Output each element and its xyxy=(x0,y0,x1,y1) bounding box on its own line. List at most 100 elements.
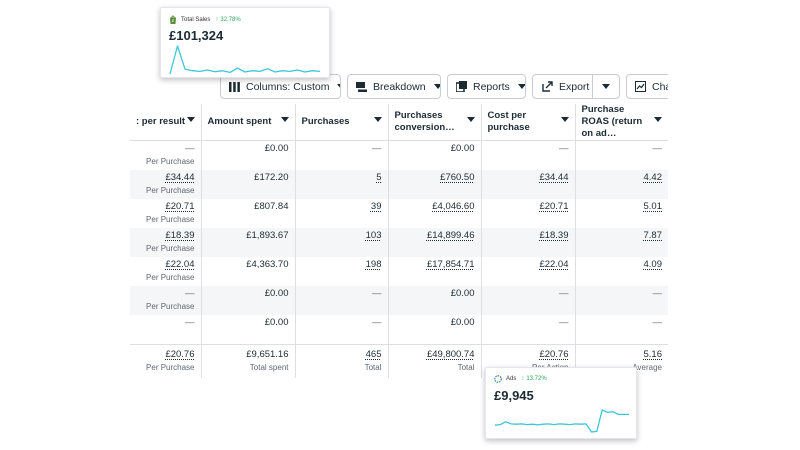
total-sales-sparkline xyxy=(169,45,321,75)
cell-conversion-value: £760.50 xyxy=(388,170,482,199)
line-chart-icon xyxy=(635,81,646,93)
ads-label: Ads xyxy=(506,376,517,382)
table-row: £34.44 Per Purchase £172.20 5 £760.50 £34… xyxy=(130,170,668,199)
breakdown-icon xyxy=(356,81,367,93)
reports-icon xyxy=(456,81,467,93)
chevron-down-icon xyxy=(433,84,440,89)
sort-caret-icon xyxy=(373,117,382,122)
cell-purchases: — xyxy=(295,140,389,170)
table-header-row: : per result Amount spent Purchases Purc… xyxy=(130,104,668,141)
cell-per-result: £18.39 Per Purchase xyxy=(130,228,202,257)
cell-purchases: 5 xyxy=(295,170,389,199)
chevron-down-icon xyxy=(337,84,340,89)
cell-amount-spent: £1,893.67 xyxy=(201,228,296,257)
header-cost-per-purchase[interactable]: Cost per purchase xyxy=(481,104,576,141)
columns-button[interactable]: Columns: Custom xyxy=(220,74,341,99)
cell-roas: 4.42 xyxy=(575,170,668,199)
ads-header: Ads ↑ 13.72% xyxy=(494,375,547,383)
header-purchases-conversion[interactable]: Purchases conversion… xyxy=(388,104,482,141)
table-row: — £0.00 — £0.00 — — xyxy=(130,315,668,344)
trend-up-icon: ↑ xyxy=(215,16,219,23)
ads-dotted-ring-icon xyxy=(494,375,502,383)
sort-caret-icon xyxy=(186,117,195,122)
export-split-divider xyxy=(592,74,593,99)
cell-purchases: 39 xyxy=(295,199,389,228)
ads-card: Ads ↑ 13.72% £9,945 xyxy=(485,367,637,439)
cell-per-result: — Per Purchase xyxy=(130,286,202,315)
table-row: £22.04 Per Purchase £4,363.70 198 £17,854… xyxy=(130,257,668,286)
total-sales-change: 32.78% xyxy=(220,16,241,23)
table-row: £18.39 Per Purchase £1,893.67 103 £14,899… xyxy=(130,228,668,257)
cell-amount-spent: £0.00 xyxy=(201,286,296,315)
header-cost-per-result[interactable]: : per result xyxy=(130,104,202,141)
cell-per-result: £34.44 Per Purchase xyxy=(130,170,202,199)
cell-amount-spent: £0.00 xyxy=(201,140,296,170)
cell-conversion-value: £17,854.71 xyxy=(388,257,482,286)
sort-caret-icon xyxy=(280,117,289,122)
cell-cost-per-purchase: — xyxy=(481,286,576,315)
total-sales-card: Total Sales ↑ 32.78% £101,324 xyxy=(160,7,330,78)
cell-amount-spent: £807.84 xyxy=(201,199,296,228)
cell-cost-per-purchase: £20.71 xyxy=(481,199,576,228)
total-sales-header: Total Sales ↑ 32.78% xyxy=(169,15,241,24)
total-sales-label: Total Sales xyxy=(181,16,211,23)
shopify-bag-icon xyxy=(169,15,177,24)
total-sales-trend-line xyxy=(169,45,321,75)
header-amount-spent[interactable]: Amount spent xyxy=(201,104,296,141)
ads-change: 13.72% xyxy=(526,376,547,382)
total-conversion-value: £49,800.74 Total xyxy=(388,343,482,378)
cell-roas: 5.01 xyxy=(643,201,663,212)
chart-button[interactable]: Char xyxy=(626,74,668,99)
cell-purchases: 103 xyxy=(295,228,389,257)
total-per-result: £20.76 Per Purchase xyxy=(130,343,202,378)
chevron-down-icon xyxy=(517,84,525,89)
reports-button[interactable]: Reports xyxy=(447,74,526,99)
cell-conversion-value: £0.00 xyxy=(388,315,482,344)
header-purchases[interactable]: Purchases xyxy=(295,104,389,141)
cell-per-result: £22.04 Per Purchase xyxy=(130,257,202,286)
cell-cost-per-purchase: £34.44 xyxy=(481,170,576,199)
breakdown-label: Breakdown xyxy=(373,80,426,93)
cell-conversion-value: £4,046.60 xyxy=(388,199,482,228)
cell-roas: 4.09 xyxy=(643,259,663,270)
total-purchases: 465 Total xyxy=(295,343,389,378)
ads-trend-line xyxy=(494,409,629,433)
cell-conversion-value: £0.00 xyxy=(388,140,482,170)
cell-purchases: — xyxy=(295,315,389,344)
table-row: — Per Purchase £0.00 — £0.00 — — xyxy=(130,140,668,170)
total-amount-spent: £9,651.16 Total spent xyxy=(201,343,296,378)
cell-roas: 7.87 xyxy=(575,228,668,257)
ads-value: £9,945 xyxy=(494,388,534,403)
cell-purchases: 198 xyxy=(295,257,389,286)
breakdown-button[interactable]: Breakdown xyxy=(347,74,441,99)
ads-results-table: : per result Amount spent Purchases Purc… xyxy=(130,104,668,380)
chevron-down-icon xyxy=(602,84,610,89)
reports-label: Reports xyxy=(473,80,510,93)
cell-conversion-value: £14,899.46 xyxy=(388,228,482,257)
cell-amount-spent: £0.00 xyxy=(201,315,296,344)
table-row: £20.71 Per Purchase £807.84 39 £4,046.60 … xyxy=(130,199,668,228)
columns-icon xyxy=(229,81,240,93)
cell-roas: — xyxy=(652,143,663,154)
chart-label: Char xyxy=(652,80,668,93)
cell-purchases: — xyxy=(295,286,389,315)
cell-amount-spent: £4,363.70 xyxy=(201,257,296,286)
total-sales-value: £101,324 xyxy=(169,28,224,43)
cell-cost-per-purchase: — xyxy=(481,315,576,344)
export-icon xyxy=(541,81,553,93)
cell-roas: — xyxy=(575,286,668,315)
cell-cost-per-purchase: £22.04 xyxy=(481,257,576,286)
table-row: — Per Purchase £0.00 — £0.00 — — xyxy=(130,286,668,315)
cell-cost-per-purchase: — xyxy=(481,140,576,170)
trend-up-icon: ↑ xyxy=(521,376,525,382)
export-label: Export xyxy=(559,80,590,93)
sort-caret-icon xyxy=(466,117,475,122)
cell-per-result: £20.71 Per Purchase xyxy=(130,199,202,228)
cell-roas: — xyxy=(652,317,663,328)
sort-caret-icon xyxy=(560,117,569,122)
export-dropdown-toggle[interactable] xyxy=(602,84,610,89)
cell-amount-spent: £172.20 xyxy=(201,170,296,199)
cell-per-result: — xyxy=(130,315,202,344)
cell-conversion-value: £0.00 xyxy=(388,286,482,315)
header-purchase-roas[interactable]: Purchase ROAS (return on ad… xyxy=(575,104,668,141)
